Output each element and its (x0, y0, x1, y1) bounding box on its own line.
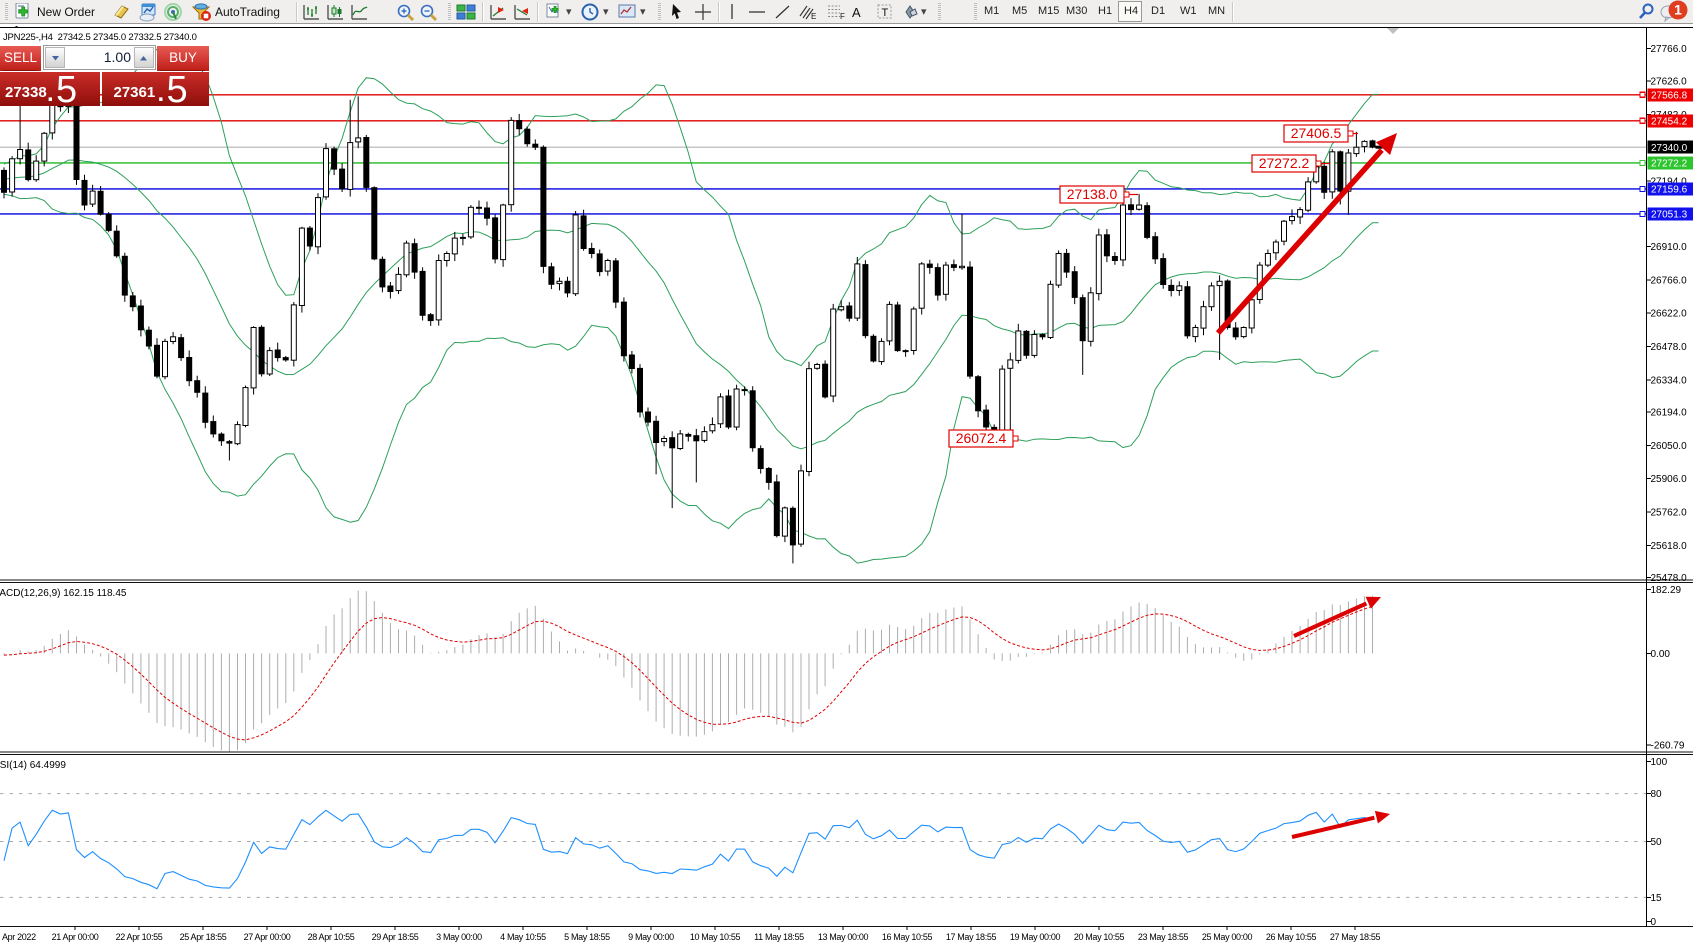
svg-text:28 Apr 10:55: 28 Apr 10:55 (308, 932, 355, 942)
svg-text:-260.79: -260.79 (1651, 740, 1685, 751)
svg-text:22 Apr 10:55: 22 Apr 10:55 (116, 932, 163, 942)
svg-text:26766.0: 26766.0 (1651, 275, 1688, 286)
svg-text:1: 1 (1674, 2, 1682, 18)
svg-text:0.00: 0.00 (1651, 649, 1671, 660)
svg-text:E: E (811, 12, 816, 21)
svg-text:27272.2: 27272.2 (1259, 155, 1310, 171)
svg-text:27406.5: 27406.5 (1291, 125, 1342, 141)
svg-text:26050.0: 26050.0 (1651, 441, 1688, 452)
svg-text:182.29: 182.29 (1651, 585, 1682, 596)
svg-text:25762.0: 25762.0 (1651, 508, 1688, 519)
svg-text:27 Apr 00:00: 27 Apr 00:00 (244, 932, 291, 942)
svg-text:5 May 18:55: 5 May 18:55 (564, 932, 610, 942)
svg-text:25 Apr 18:55: 25 Apr 18:55 (180, 932, 227, 942)
svg-text:27766.0: 27766.0 (1651, 44, 1688, 55)
svg-text:80: 80 (1651, 789, 1663, 800)
svg-text:20 May 10:55: 20 May 10:55 (1074, 932, 1125, 942)
svg-text:16 May 10:55: 16 May 10:55 (882, 932, 933, 942)
svg-text:25906.0: 25906.0 (1651, 474, 1688, 485)
svg-text:13 May 00:00: 13 May 00:00 (818, 932, 869, 942)
svg-text:10 May 10:55: 10 May 10:55 (690, 932, 741, 942)
svg-text:27 May 18:55: 27 May 18:55 (1330, 932, 1381, 942)
svg-text:F: F (840, 12, 845, 21)
svg-text:11 May 18:55: 11 May 18:55 (754, 932, 804, 942)
svg-text:3 May 00:00: 3 May 00:00 (436, 932, 482, 942)
svg-text:25478.0: 25478.0 (1651, 573, 1688, 584)
svg-text:RSI(14) 64.4999: RSI(14) 64.4999 (0, 760, 66, 771)
svg-text:26334.0: 26334.0 (1651, 375, 1688, 386)
svg-text:21 Apr 00:00: 21 Apr 00:00 (52, 932, 99, 942)
svg-text:25618.0: 25618.0 (1651, 541, 1688, 552)
svg-text:26072.4: 26072.4 (956, 430, 1007, 446)
svg-text:25 May 00:00: 25 May 00:00 (1202, 932, 1253, 942)
svg-text:26194.0: 26194.0 (1651, 408, 1688, 419)
svg-text:23 May 18:55: 23 May 18:55 (1138, 932, 1189, 942)
svg-text:19 May 00:00: 19 May 00:00 (1010, 932, 1061, 942)
svg-text:27138.0: 27138.0 (1067, 186, 1118, 202)
svg-text:MACD(12,26,9) 162.15 118.45: MACD(12,26,9) 162.15 118.45 (0, 588, 127, 599)
svg-text:26910.0: 26910.0 (1651, 242, 1688, 253)
svg-text:17 May 18:55: 17 May 18:55 (946, 932, 997, 942)
svg-text:26 May 10:55: 26 May 10:55 (1266, 932, 1317, 942)
svg-text:27626.0: 27626.0 (1651, 77, 1688, 88)
svg-text:27272.2: 27272.2 (1651, 159, 1688, 170)
svg-text:15: 15 (1651, 893, 1663, 904)
svg-text:26478.0: 26478.0 (1651, 342, 1688, 353)
svg-text:50: 50 (1651, 837, 1663, 848)
svg-text:29 Apr 18:55: 29 Apr 18:55 (372, 932, 419, 942)
svg-text:27566.8: 27566.8 (1651, 91, 1688, 102)
svg-text:27159.6: 27159.6 (1651, 185, 1688, 196)
svg-text:100: 100 (1651, 757, 1668, 768)
svg-text:Apr 2022: Apr 2022 (2, 932, 36, 942)
svg-text:0: 0 (1651, 917, 1657, 928)
svg-text:4 May 10:55: 4 May 10:55 (500, 932, 546, 942)
svg-text:27454.2: 27454.2 (1651, 117, 1688, 128)
svg-text:T: T (882, 7, 889, 19)
svg-text:26622.0: 26622.0 (1651, 309, 1688, 320)
svg-text:27194.0: 27194.0 (1651, 176, 1688, 187)
svg-text:9 May 00:00: 9 May 00:00 (628, 932, 674, 942)
svg-text:JPN225-,H4 27342.5 27345.0 27: JPN225-,H4 27342.5 27345.0 27332.5 27340… (3, 32, 197, 43)
svg-text:27340.0: 27340.0 (1651, 143, 1688, 154)
svg-text:27051.3: 27051.3 (1651, 210, 1688, 221)
